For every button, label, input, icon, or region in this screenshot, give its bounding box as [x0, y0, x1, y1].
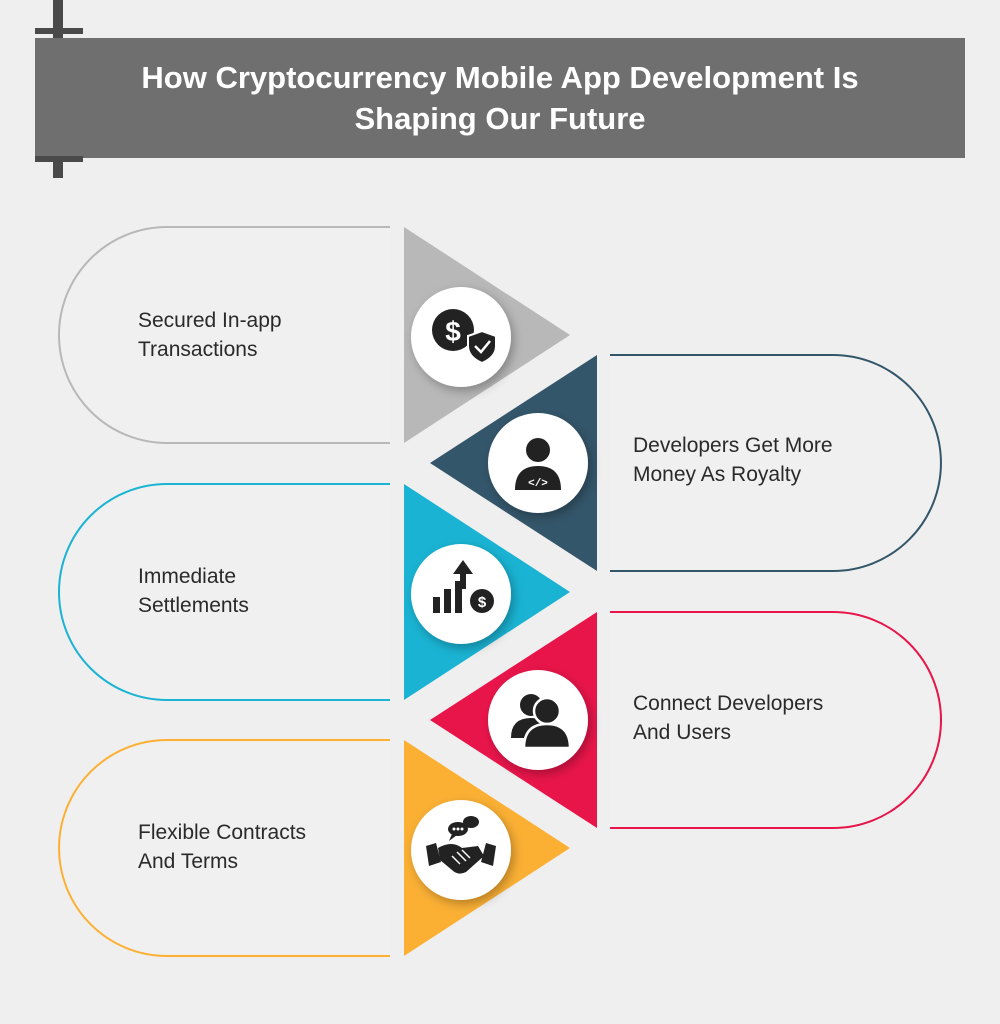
step-flexible-contracts: [58, 739, 570, 957]
svg-text:$: $: [445, 316, 461, 347]
step-2-label-line-1: Developers Get More: [633, 434, 833, 457]
step-3-label: Immediate Settlements: [138, 562, 388, 620]
step-secured-transactions: $: [58, 226, 570, 444]
step-5-label: Flexible Contracts And Terms: [138, 818, 388, 876]
step-connect-users: [430, 611, 942, 829]
svg-text:</>: </>: [528, 478, 548, 490]
step-1-label-line-2: Transactions: [138, 338, 258, 361]
step-2-label: Developers Get More Money As Royalty: [633, 431, 883, 489]
step-5-label-line-2: And Terms: [138, 850, 238, 873]
step-1-label-line-1: Secured In-app: [138, 309, 282, 332]
step-4-label-line-2: And Users: [633, 721, 732, 744]
page-title-line-1: How Cryptocurrency Mobile App Developmen…: [141, 60, 859, 95]
step-2-icon-circle: [488, 413, 588, 513]
step-5-capsule: [58, 739, 390, 957]
step-4-capsule: [610, 611, 942, 829]
dollar-shield-icon: $: [432, 309, 497, 365]
title-pin-top: [53, 0, 63, 38]
step-3-label-line-1: Immediate: [138, 565, 237, 588]
page-title-line-2: Shaping Our Future: [354, 101, 646, 136]
step-5-label-line-1: Flexible Contracts: [138, 821, 307, 844]
title-pin-line-top: [35, 28, 83, 34]
step-2-capsule: [610, 354, 942, 572]
step-developer-royalty: </>: [430, 354, 942, 572]
step-4-label: Connect Developers And Users: [633, 689, 883, 747]
title-pin-bottom: [53, 158, 63, 178]
step-1-label: Secured In-app Transactions: [138, 306, 388, 364]
step-1-capsule: [58, 226, 390, 444]
growth-chart-icon: $: [433, 560, 494, 613]
step-4-label-line-1: Connect Developers: [633, 692, 824, 715]
step-3-label-line-2: Settlements: [138, 594, 249, 617]
title-banner: How Cryptocurrency Mobile App Developmen…: [35, 38, 965, 158]
step-immediate-settlements: $: [58, 483, 570, 701]
handshake-icon: [426, 816, 496, 874]
users-icon: [511, 694, 572, 750]
step-2-label-line-2: Money As Royalty: [633, 463, 802, 486]
svg-text:$: $: [478, 594, 487, 611]
step-3-capsule: [58, 483, 390, 701]
developer-icon: </>: [515, 438, 561, 490]
